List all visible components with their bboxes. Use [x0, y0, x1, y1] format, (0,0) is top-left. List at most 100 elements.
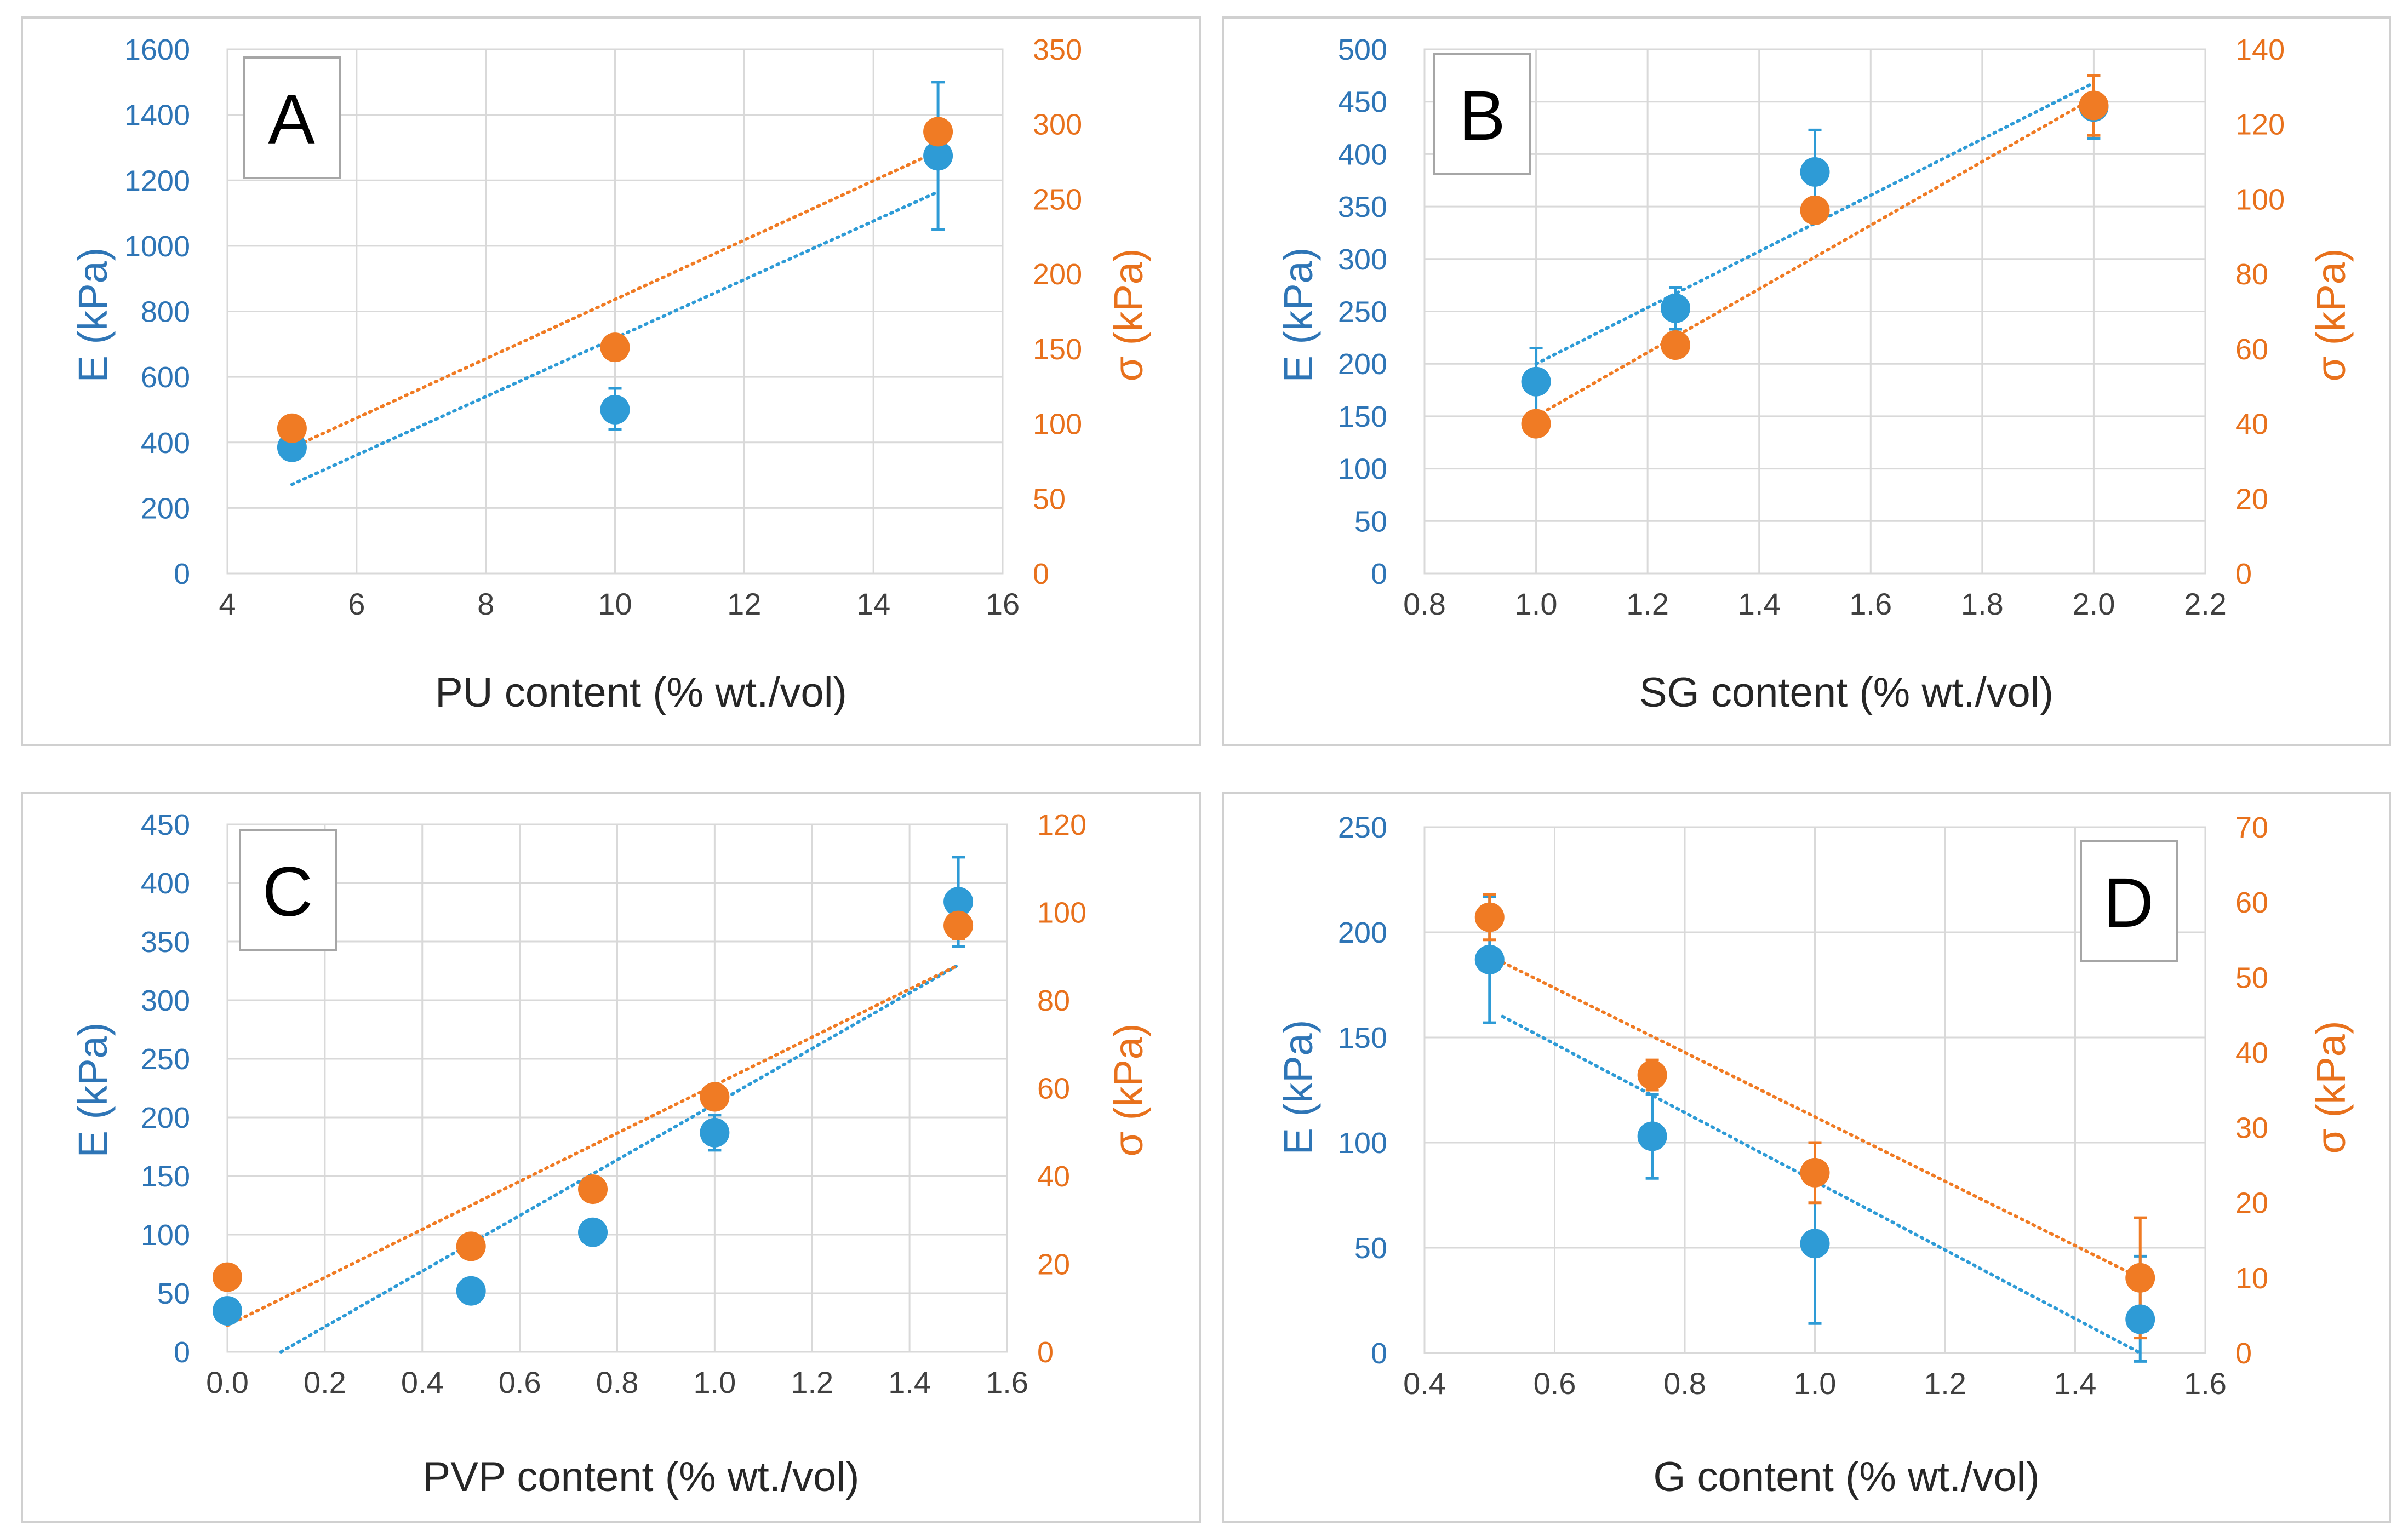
panel-c-x-axis-label: PVP content (% wt./vol): [423, 1454, 860, 1500]
panel-b-point-sigma: [1800, 195, 1830, 225]
panel-d-right-tick-label: 40: [2235, 1036, 2268, 1069]
panel-d-x-axis-label: G content (% wt./vol): [1653, 1454, 2039, 1500]
panel-c-left-tick-label: 300: [141, 984, 190, 1017]
panel-c-x-tick-label: 1.6: [986, 1365, 1028, 1400]
panel-c-right-tick-label: 0: [1037, 1336, 1054, 1369]
panel-b-right-tick-label: 100: [2235, 183, 2285, 216]
panel-a-right-tick-label: 300: [1033, 108, 1082, 141]
panel-d-right-tick-label: 50: [2235, 961, 2268, 994]
panel-a-left-tick-label: 1000: [124, 230, 190, 263]
panel-b-right-tick-label: 120: [2235, 108, 2285, 141]
panel-b-left-tick-label: 0: [1371, 558, 1387, 590]
panel-a-left-tick-label: 0: [174, 558, 190, 590]
panel-b-left-tick-label: 200: [1338, 348, 1387, 381]
panel-b-point-sigma: [1661, 330, 1691, 360]
panel-d-x-tick-label: 0.6: [1534, 1366, 1576, 1401]
panel-b-point-e: [1800, 157, 1830, 187]
panel-d-left-tick-label: 100: [1338, 1127, 1387, 1160]
panel-b-left-tick-label: 400: [1338, 138, 1387, 171]
panel-c-letter-box: [239, 829, 337, 951]
panel-d-point-sigma: [1800, 1157, 1830, 1188]
panel-d-right-axis-label: σ (kPa): [2308, 1020, 2354, 1154]
panel-c-left-tick-label: 200: [141, 1102, 190, 1134]
panel-c-left-tick-label: 0: [174, 1336, 190, 1369]
panel-d-right-tick-label: 20: [2235, 1187, 2268, 1220]
panel-b-right-tick-label: 0: [2235, 558, 2252, 590]
panel-d-right-tick-label: 0: [2235, 1337, 2252, 1370]
panel-a-x-tick-label: 16: [986, 587, 1020, 621]
panel-a-x-axis-label: PU content (% wt./vol): [435, 669, 847, 716]
panel-d-point-sigma: [1474, 902, 1505, 932]
panel-a-x-tick-label: 10: [598, 587, 632, 621]
panel-b-point-sigma: [1521, 409, 1551, 439]
panel-c-point-e: [578, 1217, 608, 1247]
panel-c-right-tick-label: 80: [1037, 984, 1070, 1017]
panel-a-right-tick-label: 250: [1033, 183, 1082, 216]
panel-a-left-tick-label: 600: [141, 361, 190, 394]
panel-c-x-tick-label: 1.0: [693, 1365, 736, 1400]
panel-b-plot-area: [1423, 48, 2206, 575]
panel-c-right-tick-label: 120: [1037, 808, 1086, 841]
panel-c-frame: [21, 792, 1201, 1523]
panel-a-frame: [21, 16, 1201, 746]
panel-c-point-sigma: [943, 910, 974, 940]
panel-d-x-tick-label: 0.8: [1663, 1366, 1706, 1401]
panel-b-x-tick-label: 0.8: [1403, 587, 1446, 621]
panel-d-x-tick-label: 1.4: [2054, 1366, 2097, 1401]
panel-c-left-tick-label: 50: [157, 1277, 190, 1310]
panel-a-left-axis-label: E (kPa): [70, 248, 116, 383]
panel-c-right-axis-label: σ (kPa): [1106, 1023, 1151, 1156]
panel-a-point-sigma: [600, 332, 630, 363]
panel-b-left-tick-label: 150: [1338, 400, 1387, 433]
panel-b-left-tick-label: 450: [1338, 86, 1387, 119]
panel-b-trendline-sigma: [1534, 96, 2096, 418]
panel-a-right-tick-label: 350: [1033, 33, 1082, 66]
panel-b-x-tick-label: 1.4: [1738, 587, 1781, 621]
panel-a-point-e: [600, 394, 630, 425]
panel-d-right-tick-label: 70: [2235, 811, 2268, 844]
panel-c-x-tick-label: 1.4: [888, 1365, 931, 1400]
panel-b-point-e: [1521, 366, 1551, 397]
panel-a-left-tick-label: 200: [141, 492, 190, 525]
panel-c-x-tick-label: 0.8: [596, 1365, 639, 1400]
panel-d-plot-area: [1423, 826, 2206, 1354]
panel-d: 0.4 0.6 0.8 1.0 1.2 1.4 1.60501001502002500102…: [1222, 792, 2391, 1523]
panel-b-left-tick-label: 100: [1338, 453, 1387, 486]
panel-c-left-tick-label: 400: [141, 867, 190, 900]
panel-d-point-e: [1474, 944, 1505, 974]
panel-d-x-tick-label: 1.0: [1794, 1366, 1837, 1401]
panel-a-point-e: [923, 141, 953, 171]
panel-a: 4 6 8 10 12 14 1602004006008001000120014001600…: [21, 16, 1201, 746]
panel-c-x-tick-label: 1.2: [791, 1365, 833, 1400]
panel-b-left-tick-label: 50: [1354, 505, 1387, 538]
panel-b-right-tick-label: 140: [2235, 33, 2285, 66]
panel-b-right-tick-label: 80: [2235, 258, 2268, 291]
panel-d-point-e: [2125, 1304, 2155, 1334]
panel-a-trendline-sigma: [290, 149, 940, 450]
panel-a-left-tick-label: 1400: [124, 99, 190, 132]
panel-b-right-tick-label: 40: [2235, 408, 2268, 441]
panel-d-x-tick-label: 1.2: [1924, 1366, 1966, 1401]
panel-a-right-tick-label: 200: [1033, 258, 1082, 291]
panel-c-x-tick-label: 0.2: [304, 1365, 346, 1400]
panel-a-x-tick-label: 8: [477, 587, 494, 621]
panel-c-left-tick-label: 350: [141, 926, 190, 959]
panel-c-point-e: [213, 1296, 242, 1326]
panel-d-left-tick-label: 250: [1338, 811, 1387, 844]
panel-c-right-tick-label: 20: [1037, 1248, 1070, 1281]
panel-d-letter: D: [2103, 864, 2154, 942]
panel-c-plot-area: [226, 823, 1008, 1353]
panel-d-trendline-sigma: [1501, 960, 2142, 1280]
panel-d-left-tick-label: 200: [1338, 916, 1387, 949]
panel-c-point-e: [700, 1117, 730, 1148]
panel-b-x-tick-label: 2.0: [2072, 587, 2115, 621]
panel-b-left-tick-label: 300: [1338, 243, 1387, 276]
panel-d-left-axis-label: E (kPa): [1276, 1020, 1321, 1155]
panel-a-point-sigma: [923, 117, 953, 147]
panel-c-point-sigma: [578, 1174, 608, 1205]
panel-d-left-tick-label: 150: [1338, 1022, 1387, 1054]
panel-b-letter: B: [1458, 77, 1505, 155]
panel-a-right-tick-label: 50: [1033, 483, 1066, 515]
panel-c-right-tick-label: 40: [1037, 1160, 1070, 1193]
panel-b-point-e: [1661, 293, 1691, 323]
